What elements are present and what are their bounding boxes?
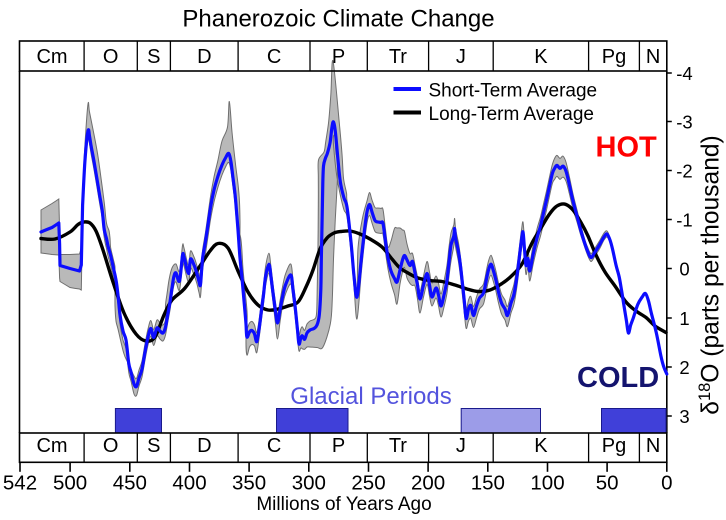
svg-text:Tr: Tr	[389, 435, 407, 457]
svg-text:J: J	[456, 46, 466, 68]
svg-text:N: N	[646, 46, 660, 68]
svg-text:Tr: Tr	[389, 46, 407, 68]
svg-text:-2: -2	[676, 160, 692, 181]
svg-text:Cm: Cm	[36, 435, 67, 457]
svg-text:δ18O (parts per thousand): δ18O (parts per thousand)	[696, 135, 725, 415]
svg-text:S: S	[147, 435, 160, 457]
svg-text:Long-Term Average: Long-Term Average	[429, 104, 594, 125]
svg-text:Glacial Periods: Glacial Periods	[290, 383, 451, 410]
svg-text:K: K	[534, 435, 548, 457]
svg-text:200: 200	[411, 472, 445, 495]
svg-text:-1: -1	[676, 209, 692, 230]
svg-text:N: N	[646, 435, 660, 457]
svg-text:Cm: Cm	[36, 46, 67, 68]
svg-text:100: 100	[530, 472, 564, 495]
svg-text:0: 0	[661, 472, 672, 495]
svg-text:350: 350	[232, 472, 266, 495]
svg-text:S: S	[147, 46, 160, 68]
svg-text:-3: -3	[676, 111, 692, 132]
svg-text:450: 450	[113, 472, 147, 495]
svg-text:542: 542	[3, 472, 37, 495]
svg-text:J: J	[456, 435, 466, 457]
svg-text:D: D	[197, 435, 211, 457]
svg-text:Millions of Years Ago: Millions of Years Ago	[256, 494, 431, 515]
svg-text:Pg: Pg	[602, 46, 626, 68]
svg-text:O: O	[103, 435, 119, 457]
svg-text:P: P	[332, 46, 345, 68]
svg-text:500: 500	[53, 472, 87, 495]
svg-text:3: 3	[679, 406, 689, 427]
svg-text:O: O	[103, 46, 119, 68]
svg-text:P: P	[332, 435, 345, 457]
svg-text:50: 50	[596, 472, 619, 495]
svg-text:250: 250	[351, 472, 385, 495]
svg-text:Short-Term Average: Short-Term Average	[429, 81, 598, 102]
svg-text:300: 300	[292, 472, 326, 495]
svg-text:Pg: Pg	[602, 435, 626, 457]
svg-text:2: 2	[679, 357, 689, 378]
svg-text:C: C	[267, 435, 281, 457]
svg-text:C: C	[267, 46, 281, 68]
svg-text:150: 150	[471, 472, 505, 495]
svg-text:K: K	[534, 46, 548, 68]
svg-text:1: 1	[679, 308, 689, 329]
svg-text:HOT: HOT	[596, 132, 658, 164]
svg-text:D: D	[197, 46, 211, 68]
svg-text:COLD: COLD	[577, 362, 659, 394]
svg-text:Phanerozoic Climate Change: Phanerozoic Climate Change	[182, 6, 494, 33]
svg-text:0: 0	[679, 258, 689, 279]
svg-text:-4: -4	[676, 63, 692, 84]
svg-text:400: 400	[172, 472, 206, 495]
